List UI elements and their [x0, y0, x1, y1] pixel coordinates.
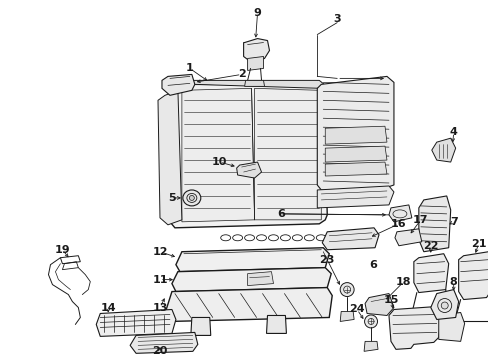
Polygon shape — [430, 289, 458, 319]
Polygon shape — [182, 88, 254, 222]
Polygon shape — [388, 205, 411, 222]
Polygon shape — [162, 75, 194, 95]
Polygon shape — [431, 138, 455, 162]
Polygon shape — [158, 90, 182, 225]
Polygon shape — [317, 76, 393, 190]
Text: 17: 17 — [412, 215, 427, 225]
Text: 14: 14 — [100, 302, 116, 312]
Text: 3: 3 — [333, 14, 340, 24]
Polygon shape — [178, 80, 324, 88]
Text: 5: 5 — [168, 193, 175, 203]
Polygon shape — [236, 162, 261, 178]
Text: 6: 6 — [368, 260, 376, 270]
Polygon shape — [176, 248, 328, 272]
Polygon shape — [254, 88, 321, 220]
Text: 20: 20 — [152, 346, 167, 356]
Polygon shape — [364, 341, 377, 351]
Polygon shape — [388, 306, 440, 349]
Polygon shape — [244, 80, 264, 86]
Text: 6: 6 — [277, 209, 285, 219]
Polygon shape — [413, 254, 448, 293]
Text: 15: 15 — [383, 294, 398, 305]
Text: 4: 4 — [449, 127, 457, 137]
Text: 11: 11 — [152, 275, 167, 285]
Polygon shape — [325, 126, 386, 144]
Ellipse shape — [340, 283, 353, 297]
Polygon shape — [418, 196, 450, 252]
Ellipse shape — [440, 302, 447, 309]
Text: 9: 9 — [253, 8, 261, 18]
Polygon shape — [130, 332, 198, 353]
Polygon shape — [247, 272, 273, 285]
Text: 12: 12 — [152, 247, 167, 257]
Polygon shape — [172, 268, 330, 292]
Text: 2: 2 — [237, 69, 245, 80]
Polygon shape — [243, 39, 269, 62]
Text: 16: 16 — [390, 219, 406, 229]
Text: 21: 21 — [470, 239, 486, 249]
Polygon shape — [322, 228, 378, 250]
Text: 7: 7 — [449, 217, 457, 227]
Polygon shape — [394, 229, 421, 246]
Polygon shape — [190, 318, 210, 336]
Text: 13: 13 — [152, 302, 167, 312]
Polygon shape — [170, 84, 326, 228]
Polygon shape — [325, 146, 386, 162]
Text: 19: 19 — [55, 245, 70, 255]
Polygon shape — [247, 57, 263, 71]
Text: 18: 18 — [395, 276, 411, 287]
Text: 22: 22 — [422, 241, 438, 251]
Polygon shape — [325, 162, 386, 176]
Text: 24: 24 — [348, 305, 364, 315]
Polygon shape — [164, 288, 331, 321]
Polygon shape — [96, 310, 176, 336]
Ellipse shape — [189, 195, 194, 201]
Polygon shape — [438, 312, 464, 341]
Ellipse shape — [183, 190, 201, 206]
Polygon shape — [458, 252, 488, 300]
Polygon shape — [365, 293, 393, 315]
Text: 23: 23 — [319, 255, 334, 265]
Text: 8: 8 — [449, 276, 457, 287]
Ellipse shape — [364, 315, 377, 328]
Polygon shape — [266, 315, 286, 333]
Polygon shape — [317, 186, 393, 208]
Text: 10: 10 — [212, 157, 227, 167]
Polygon shape — [340, 311, 353, 321]
Text: 1: 1 — [185, 63, 193, 73]
